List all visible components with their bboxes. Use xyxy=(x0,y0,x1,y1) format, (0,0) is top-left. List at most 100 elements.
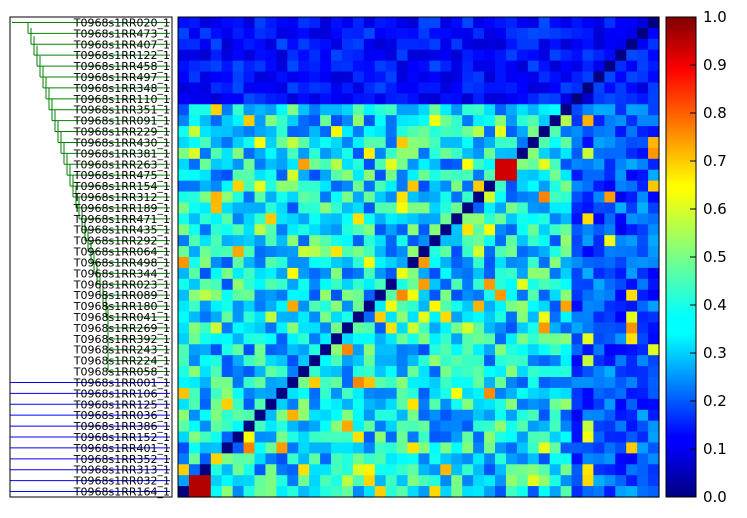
heatmap-cell xyxy=(451,344,463,356)
heatmap-cell xyxy=(243,475,256,487)
heatmap-cell xyxy=(341,311,354,324)
heatmap-cell xyxy=(560,333,573,345)
heatmap-cell xyxy=(243,464,256,476)
heatmap-cell xyxy=(396,60,409,73)
heatmap-cell xyxy=(593,420,605,433)
heatmap-cell xyxy=(615,49,627,62)
heatmap-cell xyxy=(276,322,288,334)
heatmap-cell xyxy=(352,366,365,378)
heatmap-cell xyxy=(637,333,649,345)
heatmap-cell xyxy=(385,278,398,291)
heatmap-cell xyxy=(582,453,595,465)
heatmap-cell xyxy=(527,431,540,444)
heatmap-cell xyxy=(582,71,595,84)
heatmap-cell xyxy=(484,333,496,345)
heatmap-cell xyxy=(462,486,474,498)
heatmap-cell xyxy=(320,333,332,345)
heatmap-cell xyxy=(484,115,496,127)
heatmap-cell xyxy=(462,27,474,40)
heatmap-cell xyxy=(473,246,485,258)
heatmap-cell xyxy=(178,82,190,94)
heatmap-cell xyxy=(560,246,573,258)
heatmap-cell xyxy=(440,49,452,62)
heatmap-cell xyxy=(178,442,190,454)
heatmap-cell xyxy=(374,431,387,444)
heatmap-cell xyxy=(385,158,398,171)
row-label: T0968s1RR058_1 xyxy=(73,366,170,379)
heatmap-cell xyxy=(418,377,431,389)
heatmap-cell xyxy=(210,475,223,487)
heatmap-cell xyxy=(462,333,474,345)
heatmap-cell xyxy=(440,398,452,411)
heatmap-cell xyxy=(385,191,398,204)
heatmap-cell xyxy=(571,71,584,84)
heatmap-cell xyxy=(243,278,256,291)
row-label: T0968s1RR269_1 xyxy=(73,322,170,335)
heatmap-cell xyxy=(232,71,245,84)
heatmap-cell xyxy=(484,147,496,160)
heatmap-frame xyxy=(177,16,660,498)
heatmap-cell xyxy=(473,431,485,444)
heatmap-cell xyxy=(232,126,245,138)
heatmap-cell xyxy=(615,409,627,422)
heatmap-cell xyxy=(374,387,387,400)
heatmap-cell xyxy=(374,267,387,280)
heatmap-cell xyxy=(473,267,485,280)
heatmap-cell xyxy=(363,311,376,324)
heatmap-cell xyxy=(604,453,616,465)
heatmap-cell xyxy=(243,431,256,444)
heatmap-cell xyxy=(276,453,288,465)
heatmap-cell xyxy=(188,38,201,51)
heatmap-cell xyxy=(363,300,376,313)
heatmap-cell xyxy=(538,267,551,280)
heatmap-cell xyxy=(429,115,441,127)
heatmap-cell xyxy=(385,322,398,334)
heatmap-cell xyxy=(473,82,485,94)
heatmap-cell xyxy=(341,246,354,258)
heatmap-cell xyxy=(429,38,441,51)
heatmap-cell xyxy=(505,267,518,280)
heatmap-cell xyxy=(560,180,573,193)
heatmap-cell xyxy=(243,147,256,160)
heatmap-cell xyxy=(571,235,584,247)
heatmap-cell xyxy=(341,355,354,367)
heatmap-cell xyxy=(178,344,190,356)
heatmap-cell xyxy=(407,409,420,422)
heatmap-cell xyxy=(582,289,595,302)
heatmap-cell xyxy=(352,60,365,73)
heatmap-cell xyxy=(495,246,507,258)
heatmap-cell xyxy=(495,464,507,476)
heatmap-cell xyxy=(320,475,332,487)
heatmap-cell xyxy=(287,453,299,465)
heatmap-cell xyxy=(374,137,387,149)
heatmap-cell xyxy=(320,49,332,62)
heatmap-cell xyxy=(571,442,584,454)
heatmap-cell xyxy=(473,322,485,334)
heatmap-cell xyxy=(604,420,616,433)
heatmap-cell xyxy=(440,311,452,324)
heatmap-cell xyxy=(560,409,573,422)
heatmap-cell xyxy=(527,82,540,94)
heatmap-cell xyxy=(516,355,529,367)
heatmap-cell xyxy=(473,355,485,367)
heatmap-cell xyxy=(615,442,627,454)
heatmap-cell xyxy=(516,126,529,138)
heatmap-cell xyxy=(451,137,463,149)
heatmap-cell xyxy=(341,289,354,302)
heatmap-cell xyxy=(571,355,584,367)
heatmap-cell xyxy=(363,420,376,433)
heatmap-cell xyxy=(626,453,638,465)
heatmap-cell xyxy=(615,377,627,389)
heatmap-cell xyxy=(309,27,321,40)
heatmap-cell xyxy=(298,355,310,367)
heatmap-cell xyxy=(418,453,431,465)
heatmap-cell xyxy=(320,38,332,51)
heatmap-cell xyxy=(210,322,223,334)
heatmap-cell xyxy=(538,300,551,313)
heatmap-cell xyxy=(374,27,387,40)
heatmap-cell xyxy=(637,267,649,280)
heatmap-cell xyxy=(254,180,267,193)
heatmap-cell xyxy=(538,442,551,454)
heatmap-cell xyxy=(637,169,649,182)
heatmap-cell xyxy=(374,246,387,258)
